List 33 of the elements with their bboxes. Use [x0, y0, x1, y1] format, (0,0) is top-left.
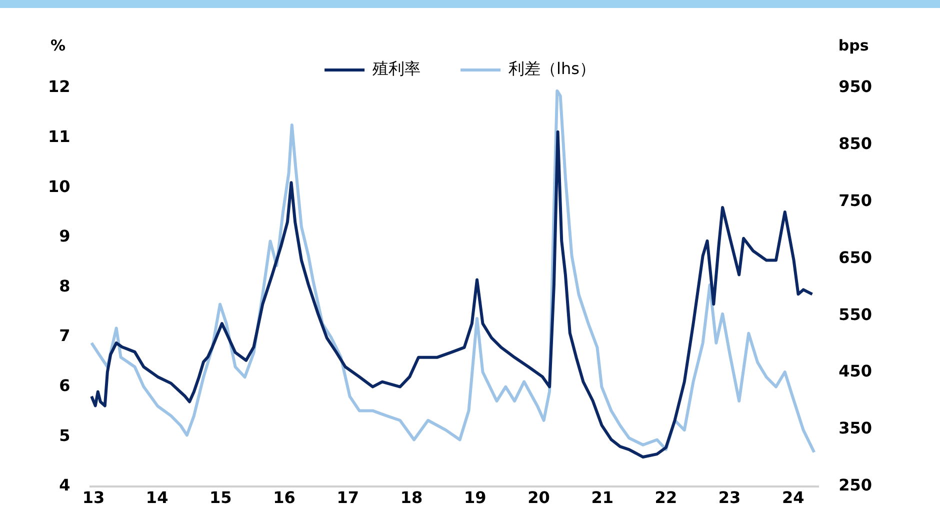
- y2-tick-label: 350: [838, 418, 872, 438]
- y2-tick-label: 850: [838, 134, 872, 154]
- x-tick-label: 20: [528, 488, 550, 508]
- y2-axis-title: bps: [838, 36, 869, 54]
- y-tick-label: 7: [59, 326, 70, 346]
- y2-tick-label: 950: [838, 77, 872, 96]
- x-tick-label: 21: [591, 488, 614, 508]
- x-tick-label: 23: [718, 488, 741, 508]
- y-tick-label: 4: [59, 476, 70, 495]
- legend-label: 利差（lhs）: [508, 59, 596, 78]
- x-tick-label: 14: [146, 488, 168, 508]
- x-tick-label: 24: [782, 488, 804, 508]
- y2-tick-label: 650: [838, 248, 872, 267]
- x-tick-label: 16: [273, 488, 296, 508]
- y-tick-label: 9: [59, 226, 70, 246]
- x-tick-label: 18: [400, 488, 423, 508]
- y-tick-label: 6: [59, 376, 70, 395]
- y2-tick-label: 250: [838, 476, 872, 495]
- x-tick-label: 13: [82, 488, 105, 508]
- x-tick-label: 19: [464, 488, 486, 508]
- y-tick-label: 11: [48, 126, 70, 146]
- legend-label: 殖利率: [372, 59, 421, 78]
- y-tick-label: 10: [48, 176, 70, 196]
- y-tick-label: 5: [59, 426, 70, 445]
- y2-tick-label: 750: [838, 190, 872, 210]
- x-tick-label: 17: [336, 488, 360, 508]
- y2-tick-label: 450: [838, 362, 872, 381]
- y-axis-title: %: [50, 36, 66, 54]
- y-tick-label: 12: [48, 77, 70, 96]
- x-tick-label: 15: [210, 488, 232, 508]
- y-tick-label: 8: [59, 276, 70, 296]
- y2-tick-label: 550: [838, 304, 872, 324]
- x-tick-label: 22: [654, 488, 678, 508]
